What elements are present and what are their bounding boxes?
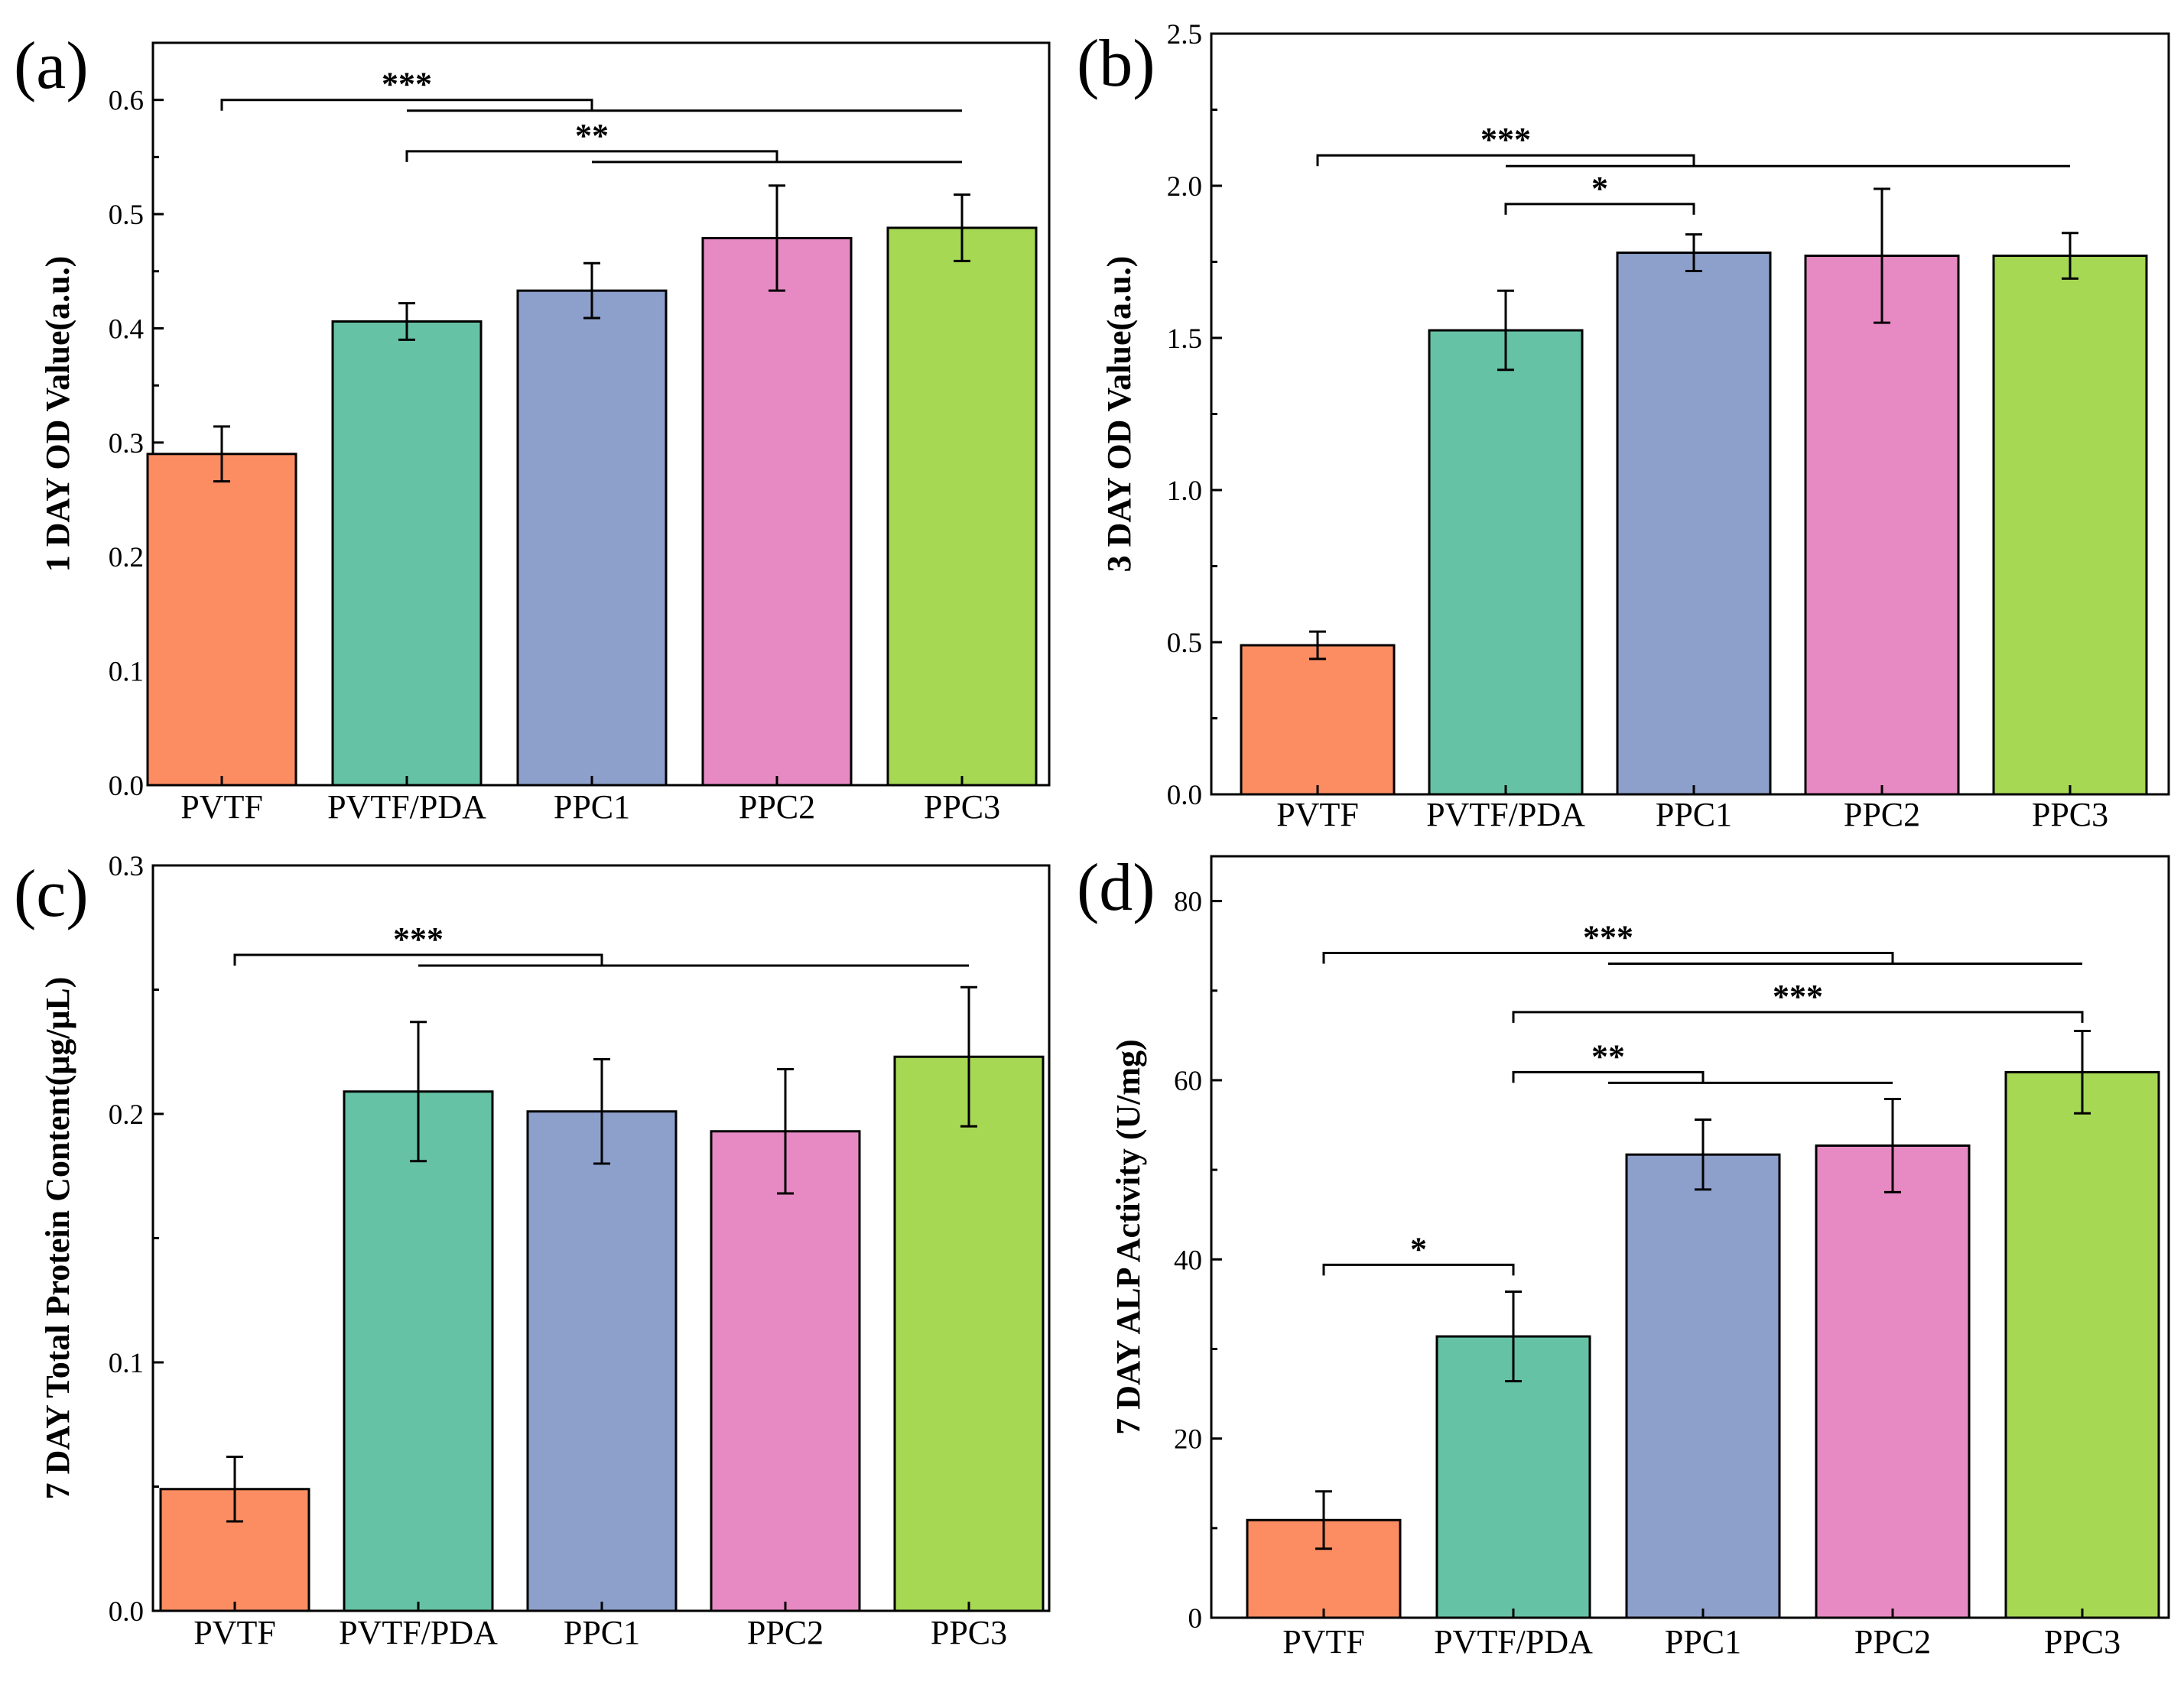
significance-bracket [1512, 1011, 2084, 1023]
y-tick-label: 0.4 [109, 313, 144, 345]
significance-label: * [1591, 170, 1608, 207]
y-tick-label: 60 [1174, 1066, 1202, 1097]
y-tick-label: 1.0 [1167, 476, 1202, 507]
y-axis-label: 7 DAY ALP Activity (U/mg) [1110, 1039, 1147, 1434]
y-tick-label: 2.0 [1167, 171, 1202, 203]
bar [516, 289, 668, 787]
bar [701, 236, 853, 787]
bar [146, 453, 297, 787]
bar [343, 1090, 494, 1612]
bar [526, 1110, 678, 1612]
bar [1992, 255, 2148, 796]
y-axis-label: 1 DAY OD Value(a.u.) [39, 256, 76, 573]
x-category-label: PPC1 [1665, 1623, 1741, 1661]
bar [1625, 1153, 1781, 1619]
x-category-label: PPC1 [564, 1614, 640, 1651]
y-tick-label: 0.0 [1167, 780, 1202, 811]
panel-a: (a) 0.0 0.1 0.2 0.3 0.4 0.5 0.6 1 DAY OD Value(a… [14, 29, 1051, 826]
significance-bracket [1512, 1070, 1705, 1083]
significance-bracket [220, 99, 593, 111]
x-category-label: PPC2 [747, 1614, 824, 1651]
x-category-label: PPC3 [931, 1614, 1007, 1651]
bar [710, 1130, 861, 1612]
x-category-label: PVTF [193, 1614, 276, 1651]
y-axis-label: 7 DAY Total Protein Content(μg/μL) [39, 977, 76, 1500]
x-category-label: PVTF [1276, 796, 1359, 833]
x-category-label: PVTF [180, 788, 263, 826]
y-tick-label: 0.5 [1167, 628, 1202, 659]
significance-bracket [1316, 154, 1695, 167]
panel-label: (a) [14, 29, 89, 103]
significance-label: ** [575, 117, 609, 154]
bar [2004, 1070, 2160, 1619]
bar [1435, 1335, 1591, 1619]
y-tick-label: 80 [1174, 887, 1202, 918]
x-category-label: PPC2 [739, 788, 815, 826]
y-tick-label: 0.3 [109, 851, 144, 882]
bar [1616, 252, 1772, 796]
y-tick-label: 0.1 [109, 1348, 144, 1379]
significance-label: *** [1773, 978, 1823, 1015]
x-category-label: PPC3 [924, 788, 1000, 826]
y-tick-label: 0 [1188, 1603, 1203, 1635]
y-tick-label: 0.0 [109, 1596, 144, 1628]
x-category-label: PVTF/PDA [339, 1614, 498, 1651]
panel-b: (b) 0.0 0.5 1.0 1.5 2.0 2.5 3 DAY OD Value(a.u.… [1077, 19, 2170, 833]
panel-d: (d) 0 20 40 60 80 7 DAY ALP Activity (U/mg) PVT… [1077, 851, 2170, 1661]
bar [1804, 255, 1960, 796]
bar [893, 1055, 1045, 1612]
significance-label: ** [1591, 1037, 1625, 1075]
significance-label: *** [393, 920, 444, 958]
y-tick-label: 20 [1174, 1424, 1202, 1456]
bar [1240, 644, 1396, 796]
y-tick-label: 0.3 [109, 428, 144, 459]
significance-label: *** [1583, 919, 1633, 956]
panel-label: (b) [1077, 27, 1155, 101]
x-category-label: PPC3 [2044, 1623, 2121, 1661]
x-category-label: PVTF/PDA [327, 788, 486, 826]
significance-label: * [1410, 1230, 1427, 1268]
panel-label: (c) [14, 857, 89, 931]
y-tick-label: 0.2 [109, 542, 144, 573]
y-tick-label: 0.6 [109, 86, 144, 117]
significance-bracket [233, 953, 603, 966]
bar [1815, 1144, 1971, 1619]
x-category-label: PVTF [1282, 1623, 1365, 1661]
significance-bracket [1504, 203, 1695, 215]
y-tick-label: 0.1 [109, 657, 144, 688]
bar [886, 226, 1038, 787]
y-axis-label: 3 DAY OD Value(a.u.) [1100, 256, 1138, 573]
bar [1428, 329, 1584, 796]
x-category-label: PVTF/PDA [1434, 1623, 1593, 1661]
x-category-label: PPC2 [1844, 796, 1920, 833]
y-tick-label: 2.5 [1167, 19, 1202, 50]
y-tick-label: 0.5 [109, 200, 144, 231]
significance-label: *** [1480, 121, 1531, 158]
significance-bracket [1322, 1263, 1515, 1276]
significance-label: *** [382, 66, 432, 103]
bar [331, 320, 483, 787]
y-tick-label: 0.0 [109, 771, 144, 802]
y-tick-label: 1.5 [1167, 323, 1202, 355]
significance-bracket [405, 150, 778, 162]
y-tick-label: 0.2 [109, 1099, 144, 1131]
x-category-label: PPC1 [1656, 796, 1732, 833]
panel-label: (d) [1077, 851, 1155, 925]
significance-bracket [1322, 952, 1894, 964]
x-category-label: PPC2 [1854, 1623, 1931, 1661]
x-category-label: PPC3 [2032, 796, 2108, 833]
x-category-label: PVTF/PDA [1426, 796, 1585, 833]
panel-c: (c) 0.0 0.1 0.2 0.3 7 DAY Total Protein Conte… [14, 851, 1051, 1651]
x-category-label: PPC1 [554, 788, 630, 826]
y-tick-label: 40 [1174, 1245, 1202, 1276]
